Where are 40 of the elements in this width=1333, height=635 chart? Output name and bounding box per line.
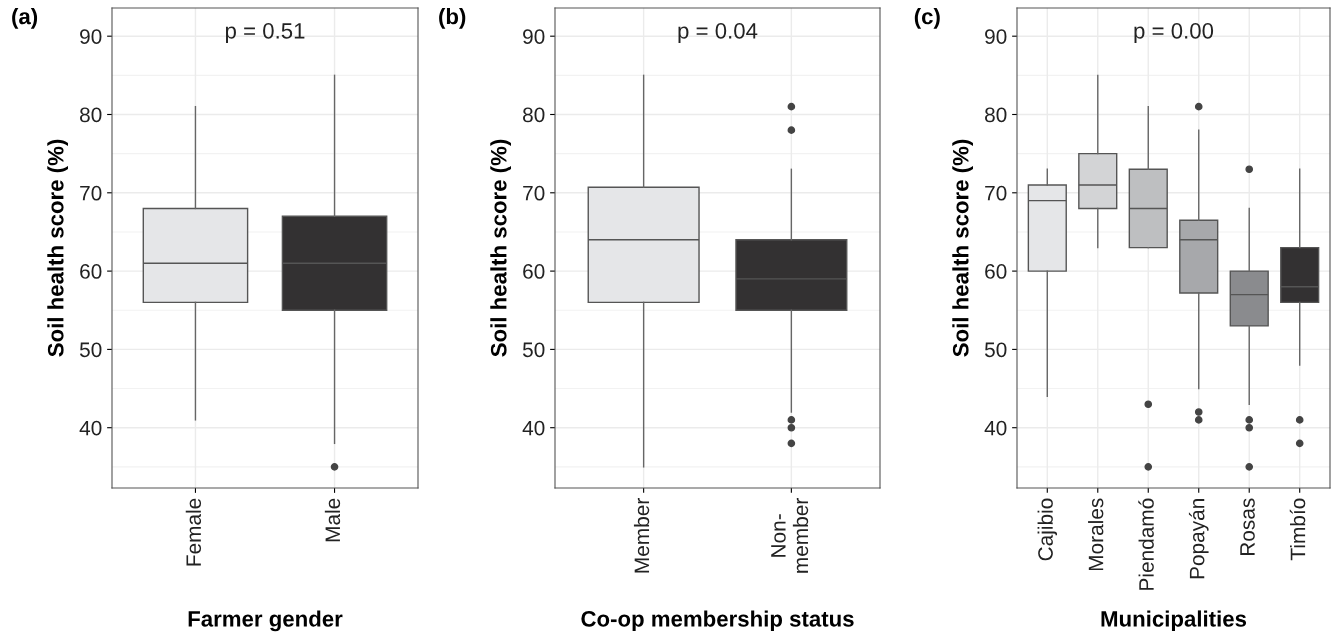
x-tick-label: Female — [185, 498, 202, 566]
y-tick-label: 60 — [80, 264, 102, 279]
x-axis-title: Municipalities — [1101, 610, 1247, 632]
x-axis-title: Co-op membership status — [581, 610, 854, 632]
y-tick-label: 70 — [523, 185, 545, 201]
y-tick-label: 40 — [522, 420, 545, 436]
y-tick-label: 70 — [80, 185, 102, 201]
y-tick-label: 40 — [984, 420, 1007, 436]
x-tick-label: Male — [324, 498, 341, 542]
text: (c) — [914, 8, 940, 29]
annotation: p = 0.00 — [1134, 22, 1214, 44]
y-tick-label: 90 — [80, 29, 102, 44]
x-tick-label: Cajibio — [1037, 498, 1057, 561]
x-tick-label: Rosas — [1240, 498, 1255, 556]
x-tick-label: Morales — [1088, 498, 1104, 571]
text: (a) — [12, 8, 38, 29]
x-tick-label: Piendamó — [1138, 498, 1154, 590]
y-axis-title: Soil health score (%) — [952, 139, 973, 357]
x-tick-label: Non- member — [771, 498, 809, 573]
y-tick-label: 90 — [985, 29, 1007, 44]
y-tick-label: 50 — [79, 342, 102, 358]
y-tick-label: 80 — [80, 107, 102, 123]
x-tick-label: Popayán — [1188, 499, 1209, 579]
y-tick-label: 80 — [985, 107, 1007, 123]
y-axis-title: Soil health score (%) — [490, 139, 511, 357]
x-tick-label: Timbío — [1289, 498, 1306, 561]
text: (b) — [439, 8, 466, 29]
y-tick-label: 70 — [985, 185, 1007, 201]
y-axis-title: Soil health score (%) — [47, 139, 68, 357]
y-tick-label: 50 — [984, 342, 1007, 358]
y-tick-label: 90 — [523, 29, 545, 44]
x-tick-label: Member — [633, 498, 650, 573]
x-axis-title: Farmer gender — [188, 610, 343, 632]
annotation: p = 0.04 — [678, 22, 758, 44]
y-tick-label: 80 — [523, 107, 545, 123]
y-tick-label: 60 — [985, 264, 1007, 279]
y-tick-label: 40 — [79, 420, 102, 436]
annotation: p = 0.51 — [225, 22, 305, 44]
y-tick-label: 60 — [523, 264, 545, 279]
y-tick-label: 50 — [522, 342, 545, 358]
